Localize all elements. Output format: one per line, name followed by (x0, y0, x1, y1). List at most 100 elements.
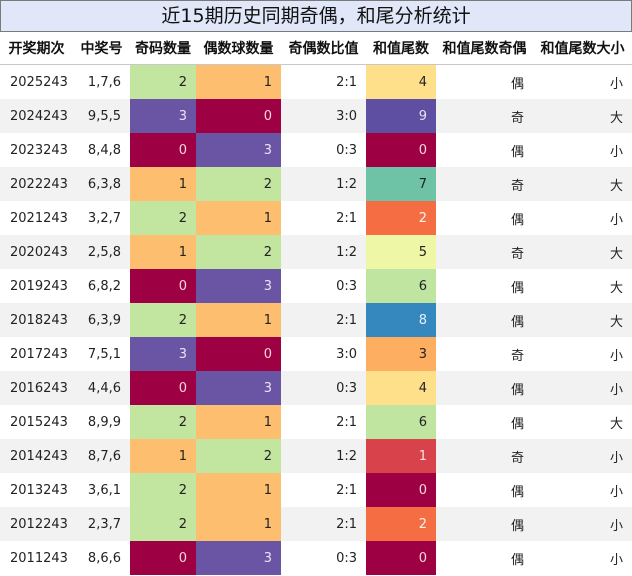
sum-tail-cell: 0 (366, 133, 436, 167)
numbers-cell: 3,6,1 (87, 482, 121, 498)
tail-parity-cell: 偶 (510, 416, 524, 432)
odd-count-cell: 0 (130, 541, 196, 575)
sum-tail-cell: 5 (366, 235, 436, 269)
numbers-cell: 2,3,7 (73, 507, 130, 541)
sum-tail-cell: 9 (366, 99, 436, 133)
numbers-cell: 1,7,6 (87, 74, 121, 90)
even-count-cell: 0 (196, 337, 281, 371)
ratio-cell: 2:1 (336, 482, 357, 498)
ratio-cell: 3:0 (336, 346, 357, 362)
period-cell: 2017243 (10, 346, 68, 362)
col-header-ratio: 奇偶数比值 (281, 32, 366, 65)
table-row: 2012243 2,3,7 2 1 2:1 2 偶小 (0, 507, 632, 541)
tail-parity-cell: 偶 (510, 212, 524, 228)
table-row: 2025243 1,7,6 2 1 2:1 4 偶 小 (0, 64, 632, 99)
tail-parity-cell: 奇 (436, 167, 533, 201)
sum-tail-cell: 6 (366, 405, 436, 439)
col-header-period: 开奖期次 (0, 32, 73, 65)
ratio-cell: 2:1 (336, 74, 357, 90)
col-header-tail-parity: 和值尾数奇偶 (436, 32, 533, 65)
sum-tail-cell: 0 (366, 541, 436, 575)
tail-parity-cell: 偶 (510, 484, 524, 500)
numbers-cell: 4,4,6 (73, 371, 130, 405)
sum-tail-cell: 6 (366, 269, 436, 303)
tail-size-cell: 小 (533, 371, 632, 405)
tail-size-cell: 小 (609, 484, 623, 500)
table-row: 2020243 2,5,8 1 2 1:2 5 奇大 (0, 235, 632, 269)
table-body: 2025243 1,7,6 2 1 2:1 4 偶小 2024243 9,5,5 3 0 3:0 9 奇大… (0, 64, 632, 575)
period-cell: 2016243 (0, 371, 73, 405)
tail-size-cell: 大 (609, 416, 623, 432)
sum-tail-cell: 4 (366, 64, 436, 99)
odd-count-cell: 2 (130, 64, 196, 99)
odd-count-cell: 3 (130, 99, 196, 133)
col-header-even-count: 偶数球数量 (196, 32, 281, 65)
tail-size-cell: 小 (609, 348, 623, 364)
numbers-cell: 8,9,9 (87, 414, 121, 430)
even-count-cell: 3 (196, 371, 281, 405)
even-count-cell: 3 (196, 269, 281, 303)
tail-parity-cell: 偶 (510, 76, 524, 92)
period-cell: 2013243 (10, 482, 68, 498)
even-count-cell: 2 (196, 167, 281, 201)
table-row: 2022243 6,3,8 1 2 1:2 7 奇大 (0, 167, 632, 201)
even-count-cell: 1 (196, 507, 281, 541)
odd-count-cell: 2 (130, 405, 196, 439)
col-header-sum-tail: 和值尾数 (366, 32, 436, 65)
ratio-cell: 0:3 (336, 278, 357, 294)
even-count-cell: 0 (196, 99, 281, 133)
table-row: 2018243 6,3,9 2 1 2:1 8 偶大 (0, 303, 632, 337)
odd-count-cell: 2 (130, 303, 196, 337)
even-count-cell: 1 (196, 64, 281, 99)
tail-size-cell: 小 (609, 76, 623, 92)
tail-size-cell: 大 (533, 167, 632, 201)
numbers-cell: 6,8,2 (87, 278, 121, 294)
ratio-cell: 2:1 (336, 210, 357, 226)
odd-count-cell: 2 (130, 201, 196, 235)
period-cell: 2022243 (0, 167, 73, 201)
col-header-odd-count: 奇码数量 (130, 32, 196, 65)
tail-size-cell: 小 (609, 552, 623, 568)
tail-parity-cell: 奇 (436, 439, 533, 473)
tail-parity-cell: 偶 (510, 280, 524, 296)
sum-tail-cell: 1 (366, 439, 436, 473)
table-row: 2015243 8,9,9 2 1 2:1 6 偶 大 (0, 405, 632, 439)
tail-parity-cell: 偶 (436, 303, 533, 337)
odd-count-cell: 1 (130, 439, 196, 473)
ratio-cell: 1:2 (281, 235, 366, 269)
table-row: 2023243 8,4,8 0 3 0:3 0 偶小 (0, 133, 632, 167)
ratio-cell: 1:2 (281, 167, 366, 201)
odd-count-cell: 3 (130, 337, 196, 371)
tail-size-cell: 小 (609, 144, 623, 160)
sum-tail-cell: 3 (366, 337, 436, 371)
tail-size-cell: 小 (533, 439, 632, 473)
numbers-cell: 3,2,7 (87, 210, 121, 226)
table-row: 2024243 9,5,5 3 0 3:0 9 奇大 (0, 99, 632, 133)
period-cell: 2020243 (0, 235, 73, 269)
ratio-cell: 1:2 (281, 439, 366, 473)
even-count-cell: 2 (196, 235, 281, 269)
table-row: 2021243 3,2,7 2 1 2:1 2 偶小 (0, 201, 632, 235)
tail-size-cell: 大 (533, 99, 632, 133)
tail-size-cell: 大 (609, 280, 623, 296)
sum-tail-cell: 0 (366, 473, 436, 507)
sum-tail-cell: 4 (366, 371, 436, 405)
even-count-cell: 1 (196, 303, 281, 337)
tail-parity-cell: 奇 (436, 235, 533, 269)
numbers-cell: 8,6,6 (87, 550, 121, 566)
numbers-cell: 7,5,1 (87, 346, 121, 362)
tail-size-cell: 小 (609, 212, 623, 228)
period-cell: 2015243 (10, 414, 68, 430)
ratio-cell: 2:1 (336, 414, 357, 430)
odd-count-cell: 0 (130, 133, 196, 167)
tail-parity-cell: 偶 (510, 552, 524, 568)
numbers-cell: 9,5,5 (73, 99, 130, 133)
table-row: 2013243 3,6,1 2 1 2:1 0 偶 小 (0, 473, 632, 507)
numbers-cell: 8,4,8 (87, 142, 121, 158)
period-cell: 2025243 (10, 74, 68, 90)
ratio-cell: 0:3 (281, 371, 366, 405)
sum-tail-cell: 2 (366, 507, 436, 541)
sum-tail-cell: 2 (366, 201, 436, 235)
col-header-numbers: 中奖号 (73, 32, 130, 65)
